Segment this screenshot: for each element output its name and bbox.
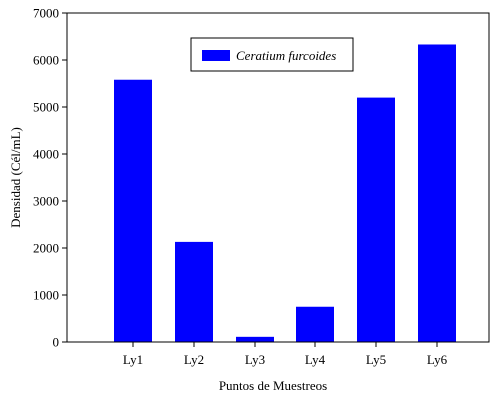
x-ticks: Ly1 Ly2 Ly3 Ly4 Ly5 Ly6 (123, 342, 448, 367)
y-tick-label: 4000 (33, 147, 59, 162)
x-tick-label: Ly4 (305, 352, 326, 367)
x-tick-label: Ly6 (427, 352, 448, 367)
x-axis-title: Puntos de Muestreos (219, 378, 327, 393)
y-tick-label: 1000 (33, 288, 59, 303)
y-tick-label: 7000 (33, 6, 59, 21)
y-tick-label: 3000 (33, 194, 59, 209)
x-tick-label: Ly1 (123, 352, 143, 367)
bar-ly5 (357, 97, 395, 342)
legend: Ceratium furcoides (190, 37, 354, 72)
x-tick-label: Ly2 (184, 352, 204, 367)
x-tick-label: Ly3 (245, 352, 265, 367)
plot-frame (66, 12, 490, 343)
bars-layer (114, 44, 456, 343)
bar-ly4 (296, 306, 334, 342)
y-tick-label: 2000 (33, 241, 59, 256)
y-tick-label: 0 (53, 335, 60, 350)
bar-ly6 (418, 44, 456, 343)
y-tick-label: 6000 (33, 53, 59, 68)
y-axis-title: Densidad (Cél/mL) (8, 127, 23, 228)
bar-ly2 (175, 241, 213, 342)
bar-ly3 (236, 336, 274, 342)
legend-label: Ceratium furcoides (236, 48, 336, 63)
axes-layer (66, 12, 490, 343)
bar-ly1 (114, 79, 152, 343)
y-ticks: 0 1000 2000 3000 4000 5000 6000 7000 (33, 6, 67, 350)
x-tick-label: Ly5 (366, 352, 386, 367)
y-tick-label: 5000 (33, 100, 59, 115)
legend-swatch (202, 50, 230, 61)
